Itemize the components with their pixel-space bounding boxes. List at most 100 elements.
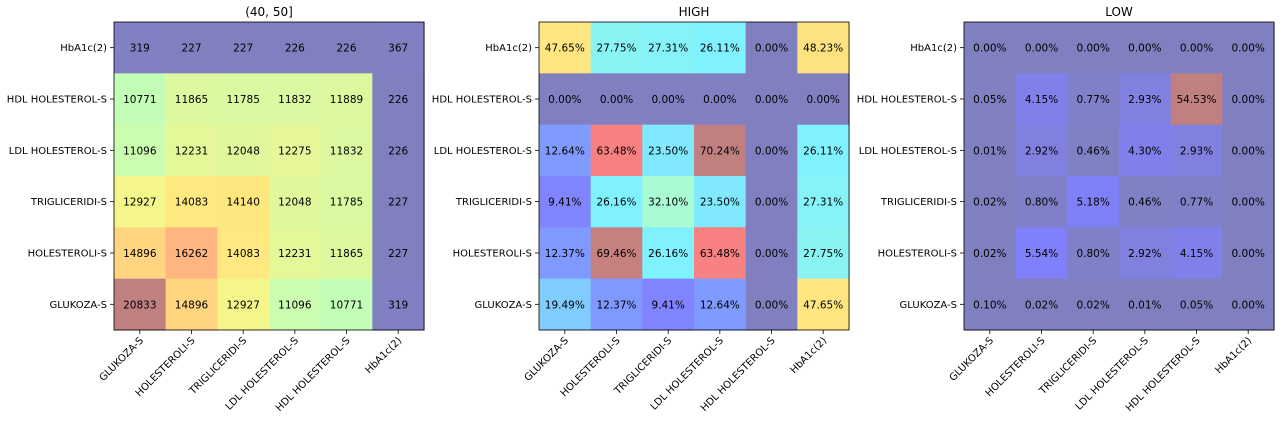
cell-value-label: 0.02% <box>973 248 1006 260</box>
cell-value-label: 0.00% <box>755 197 788 209</box>
cell-value-label: 0.05% <box>1180 299 1213 311</box>
heatmap-cell <box>1015 73 1068 126</box>
heatmap-cell <box>165 124 218 177</box>
heatmap-cell <box>745 124 798 177</box>
heatmap-cell <box>590 278 643 331</box>
heatmap-cell <box>797 227 850 280</box>
heatmap-cell <box>642 175 695 228</box>
cell-value-label: 0.77% <box>1076 94 1109 106</box>
cell-value-label: 26.16% <box>596 197 636 209</box>
cell-value-label: 0.10% <box>973 299 1006 311</box>
cell-value-label: 27.75% <box>803 248 843 260</box>
plot-frame <box>113 21 425 331</box>
heatmap-cell <box>1067 124 1120 177</box>
x-tick-label-glukoza-s: GLUKOZA-S <box>948 335 996 383</box>
heatmap-cell <box>1222 278 1275 331</box>
y-tick-label-hdl-holesterol-s: HDL HOLESTEROL-S <box>432 94 532 105</box>
cell-value-label: 0.00% <box>1180 43 1213 55</box>
heatmap-cell <box>372 227 425 280</box>
y-tick-label-trigliceridi-s: TRIGLICERIDI-S <box>880 197 957 208</box>
y-tick-label-hba1c-2: HbA1c(2) <box>910 43 957 54</box>
y-tick-label-trigliceridi-s: TRIGLICERIDI-S <box>455 197 532 208</box>
heatmap-cell <box>1015 175 1068 228</box>
cell-value-label: 0.00% <box>755 248 788 260</box>
heatmap-cell <box>372 73 425 126</box>
heatmap-cell <box>694 227 747 280</box>
heatmap-cell <box>217 175 270 228</box>
y-tick-label-hdl-holesterol-s: HDL HOLESTEROL-S <box>857 94 957 105</box>
cell-value-label: 14083 <box>226 248 259 260</box>
heatmap-cell <box>269 124 322 177</box>
cell-value-label: 0.46% <box>1076 145 1109 157</box>
cell-value-label: 63.48% <box>700 248 740 260</box>
cell-value-label: 14140 <box>226 197 259 209</box>
cell-value-label: 226 <box>388 145 408 157</box>
cell-value-label: 27.31% <box>803 197 843 209</box>
heatmap-cell <box>1067 175 1120 228</box>
cell-value-label: 0.00% <box>548 94 581 106</box>
heatmap-cell <box>745 175 798 228</box>
heatmap-cell <box>1170 278 1223 331</box>
cell-value-label: 12231 <box>175 145 208 157</box>
y-tick-label-holesteroli-s: HOLESTEROLI-S <box>28 248 107 259</box>
cell-value-label: 9.41% <box>651 299 684 311</box>
heatmap-cell <box>114 73 167 126</box>
heatmap-cell <box>1119 22 1172 74</box>
cell-value-label: 10771 <box>330 299 363 311</box>
heatmap-panel-1: 319 227 227 226 226 367 10771 11865 11785 11832 11… <box>7 5 425 414</box>
x-tick-label-hba1c-2: HbA1c(2) <box>1213 335 1254 376</box>
y-tick-label-hdl-holesterol-s: HDL HOLESTEROL-S <box>7 94 107 105</box>
cell-value-label: 19.49% <box>545 299 585 311</box>
cell-value-label: 0.01% <box>973 145 1006 157</box>
cell-value-label: 26.11% <box>803 145 843 157</box>
heatmap-cell <box>694 73 747 126</box>
heatmap-cell <box>964 22 1017 74</box>
heatmap-cell <box>217 124 270 177</box>
cell-value-label: 0.46% <box>1128 197 1161 209</box>
heatmap-cell <box>745 73 798 126</box>
heatmap-cell <box>217 278 270 331</box>
cell-value-label: 20833 <box>123 299 156 311</box>
cell-value-label: 63.48% <box>596 145 636 157</box>
cell-value-label: 14083 <box>175 197 208 209</box>
heatmap-cell <box>694 22 747 74</box>
cell-value-label: 48.23% <box>803 43 843 55</box>
cell-value-label: 0.00% <box>1025 43 1058 55</box>
heatmap-cell <box>1170 175 1223 228</box>
heatmap-cell <box>1067 22 1120 74</box>
heatmap-cell <box>797 73 850 126</box>
heatmap-cell <box>1015 278 1068 331</box>
cell-value-label: 12.64% <box>700 299 740 311</box>
cell-value-label: 226 <box>336 43 356 55</box>
heatmap-cell <box>165 73 218 126</box>
cell-value-label: 226 <box>388 94 408 106</box>
y-tick-label-hba1c-2: HbA1c(2) <box>60 43 107 54</box>
heatmap-cell <box>114 124 167 177</box>
heatmap-cell <box>320 73 373 126</box>
y-tick-label-ldl-holesterol-s: LDL HOLESTEROL-S <box>434 146 532 157</box>
heatmap-cell <box>1015 124 1068 177</box>
cell-value-label: 69.46% <box>596 248 636 260</box>
cell-value-label: 11865 <box>175 94 208 106</box>
cell-value-label: 0.02% <box>1076 299 1109 311</box>
cell-value-label: 2.92% <box>1025 145 1058 157</box>
cell-value-label: 226 <box>285 43 305 55</box>
cell-value-label: 14896 <box>123 248 157 260</box>
heatmap-cell <box>1222 124 1275 177</box>
cell-value-label: 0.00% <box>1076 43 1109 55</box>
cell-value-label: 11785 <box>330 197 363 209</box>
heatmap-cell <box>217 22 270 74</box>
heatmap-cell <box>269 278 322 331</box>
heatmap-cell <box>590 175 643 228</box>
heatmap-cell <box>269 175 322 228</box>
cell-value-label: 11785 <box>226 94 259 106</box>
heatmap-cell <box>797 124 850 177</box>
heatmap-cell <box>964 124 1017 177</box>
heatmap-cell <box>590 124 643 177</box>
heatmap-cell <box>269 227 322 280</box>
cell-value-label: 0.00% <box>1232 43 1265 55</box>
heatmap-cell <box>642 124 695 177</box>
heatmap-cell <box>590 73 643 126</box>
heatmap-cell <box>114 175 167 228</box>
heatmap-cell <box>590 22 643 74</box>
